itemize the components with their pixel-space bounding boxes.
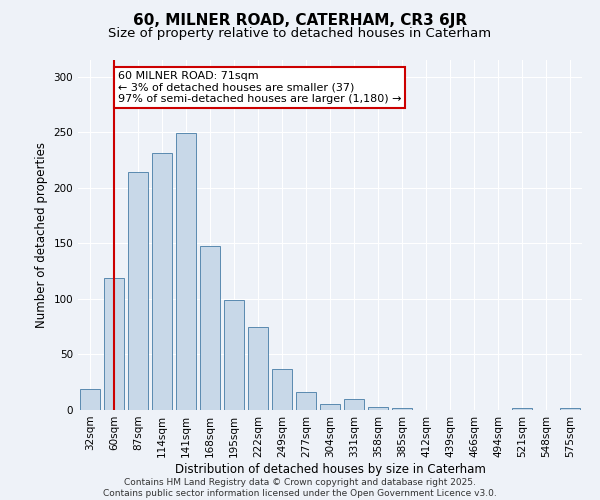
Bar <box>272 369 292 410</box>
Bar <box>392 408 412 410</box>
Bar <box>248 326 268 410</box>
Text: Size of property relative to detached houses in Caterham: Size of property relative to detached ho… <box>109 28 491 40</box>
Bar <box>368 406 388 410</box>
Text: Contains HM Land Registry data © Crown copyright and database right 2025.
Contai: Contains HM Land Registry data © Crown c… <box>103 478 497 498</box>
X-axis label: Distribution of detached houses by size in Caterham: Distribution of detached houses by size … <box>175 462 485 475</box>
Bar <box>128 172 148 410</box>
Y-axis label: Number of detached properties: Number of detached properties <box>35 142 48 328</box>
Bar <box>296 392 316 410</box>
Bar <box>560 408 580 410</box>
Bar <box>512 408 532 410</box>
Bar <box>224 300 244 410</box>
Text: 60 MILNER ROAD: 71sqm
← 3% of detached houses are smaller (37)
97% of semi-detac: 60 MILNER ROAD: 71sqm ← 3% of detached h… <box>118 71 401 104</box>
Bar <box>320 404 340 410</box>
Bar <box>176 134 196 410</box>
Bar <box>200 246 220 410</box>
Bar <box>344 399 364 410</box>
Bar <box>152 154 172 410</box>
Text: 60, MILNER ROAD, CATERHAM, CR3 6JR: 60, MILNER ROAD, CATERHAM, CR3 6JR <box>133 12 467 28</box>
Bar <box>104 278 124 410</box>
Bar <box>80 389 100 410</box>
